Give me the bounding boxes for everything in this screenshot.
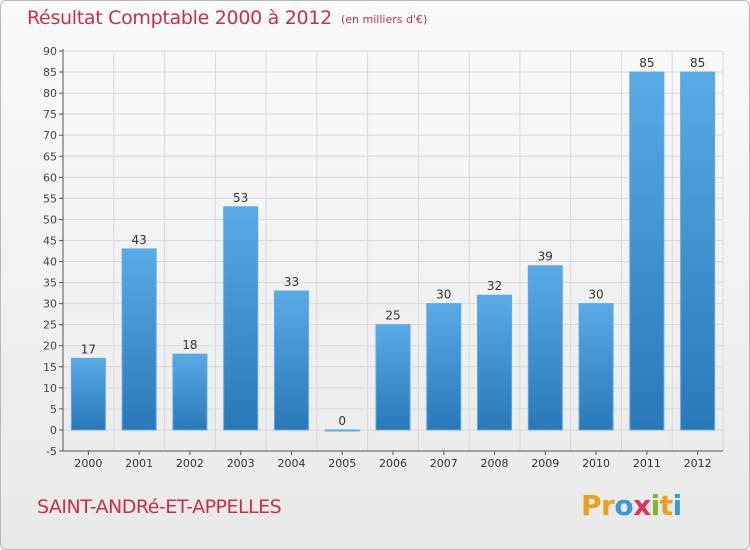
data-label: 30 xyxy=(436,288,451,302)
data-label: 0 xyxy=(338,414,346,428)
bar xyxy=(426,303,462,431)
y-tick-label: 70 xyxy=(43,129,57,142)
chart-title: Résultat Comptable 2000 à 2012 xyxy=(27,7,332,29)
y-tick-label: 40 xyxy=(43,256,57,269)
data-label: 32 xyxy=(487,279,502,293)
data-label: 18 xyxy=(182,338,197,352)
data-label: 25 xyxy=(385,309,400,323)
data-label: 85 xyxy=(639,56,654,70)
x-tick-label: 2011 xyxy=(633,457,661,470)
y-tick-label: 10 xyxy=(43,382,57,395)
data-label: 17 xyxy=(81,342,96,356)
y-tick-label: 90 xyxy=(43,45,57,58)
bar xyxy=(223,206,259,431)
x-tick-label: 2012 xyxy=(684,457,712,470)
x-tick-label: 2003 xyxy=(227,457,255,470)
brand-letter: P xyxy=(581,489,602,522)
bar xyxy=(578,303,614,431)
y-tick-label: 60 xyxy=(43,171,57,184)
bar xyxy=(172,353,208,431)
x-tick-label: 2001 xyxy=(125,457,153,470)
brand-letter: t xyxy=(659,489,673,522)
y-tick-label: 45 xyxy=(43,234,57,247)
y-tick-label: 20 xyxy=(43,340,57,353)
y-tick-label: 15 xyxy=(43,361,57,374)
data-label: 85 xyxy=(690,56,705,70)
y-tick-label: 0 xyxy=(50,424,57,437)
bar xyxy=(680,71,716,431)
y-tick-label: 85 xyxy=(43,66,57,79)
data-label: 30 xyxy=(588,288,603,302)
bar xyxy=(629,71,665,431)
axes: -5 0 5 10 15 20 25 30 35 40 45 50 55 60 65 70 75 80 85 90 17… xyxy=(43,45,723,470)
x-tick-label: 2007 xyxy=(430,457,458,470)
brand-letter: x xyxy=(633,489,651,522)
brand-letter: r xyxy=(601,489,615,522)
chart-unit: (en milliers d'€) xyxy=(341,13,428,26)
x-tick-label: 2008 xyxy=(481,457,509,470)
bar xyxy=(273,290,309,431)
bar xyxy=(324,429,360,432)
y-tick-label: 75 xyxy=(43,108,57,121)
x-tick-label: 2004 xyxy=(277,457,305,470)
y-tick-label: 50 xyxy=(43,213,57,226)
brand-letter: i xyxy=(650,489,661,522)
y-tick-label: 30 xyxy=(43,298,57,311)
bar xyxy=(70,357,106,431)
commune-name: SAINT-ANDRé-ET-APPELLES xyxy=(37,496,282,518)
bars xyxy=(70,71,716,432)
x-tick-label: 2000 xyxy=(74,457,102,470)
brand-letter: o xyxy=(614,489,634,522)
bar xyxy=(477,294,513,431)
x-tick-label: 2010 xyxy=(582,457,610,470)
x-tick-label: 2009 xyxy=(531,457,559,470)
bar xyxy=(527,265,563,431)
bar xyxy=(121,248,157,431)
data-label: 43 xyxy=(132,233,147,247)
proxiti-logo: Proxiti xyxy=(581,489,682,522)
y-tick-label: -5 xyxy=(46,445,57,458)
data-label: 33 xyxy=(284,275,299,289)
data-label: 39 xyxy=(538,250,553,264)
bar xyxy=(375,324,411,431)
data-label: 53 xyxy=(233,191,248,205)
y-tick-label: 55 xyxy=(43,192,57,205)
y-tick-label: 25 xyxy=(43,319,57,332)
brand-letter: i xyxy=(672,489,683,522)
y-tick-label: 65 xyxy=(43,150,57,163)
x-tick-label: 2002 xyxy=(176,457,204,470)
x-tick-label: 2006 xyxy=(379,457,407,470)
y-tick-label: 80 xyxy=(43,87,57,100)
x-tick-label: 2005 xyxy=(328,457,356,470)
y-tick-label: 35 xyxy=(43,277,57,290)
y-tick-label: 5 xyxy=(50,403,57,416)
